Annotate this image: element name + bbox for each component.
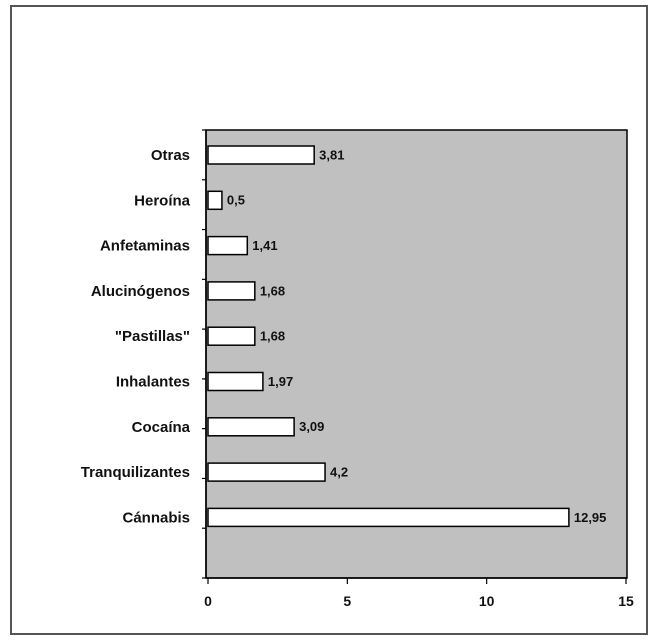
data-label: 4,2: [330, 465, 348, 480]
bar: [207, 145, 315, 165]
category-label: Cocaína: [132, 419, 191, 436]
x-axis: 0 5 10 15: [204, 577, 634, 609]
category-label: Heroína: [134, 192, 191, 209]
bar: [207, 417, 295, 437]
x-tick-label: 15: [618, 593, 634, 609]
data-label: 0,5: [227, 193, 245, 208]
bars-group: 3,81 0,5 1,41 1,68 1,68 1,97 3,09 4,2 12,95: [207, 145, 607, 528]
category-label: Cánnabis: [122, 509, 190, 526]
plot-area: [205, 129, 628, 579]
category-label: Anfetaminas: [100, 238, 190, 255]
x-tick-label: 10: [479, 593, 495, 609]
bar: [207, 462, 326, 482]
x-tick-label: 0: [204, 593, 212, 609]
data-label: 1,68: [260, 283, 285, 298]
bar: [207, 326, 256, 346]
bar: [207, 371, 264, 392]
category-label: Inhalantes: [116, 373, 190, 390]
bar: [207, 507, 570, 528]
bar: [207, 235, 249, 256]
x-tick-label: 5: [343, 593, 351, 609]
category-label: "Pastillas": [115, 328, 190, 345]
data-label: 3,09: [299, 419, 324, 434]
data-label: 12,95: [574, 510, 607, 525]
data-label: 3,81: [319, 147, 344, 162]
data-label: 1,97: [268, 374, 293, 389]
category-label: Tranquilizantes: [81, 464, 190, 481]
data-label: 1,68: [260, 329, 285, 344]
category-label: Otras: [151, 147, 190, 164]
data-label: 1,41: [252, 238, 277, 253]
bar: [207, 281, 256, 301]
category-label: Alucinógenos: [91, 283, 190, 300]
y-axis: Otras Heroína Anfetaminas Alucinógenos "Past…: [81, 129, 207, 579]
bar: [207, 190, 223, 211]
